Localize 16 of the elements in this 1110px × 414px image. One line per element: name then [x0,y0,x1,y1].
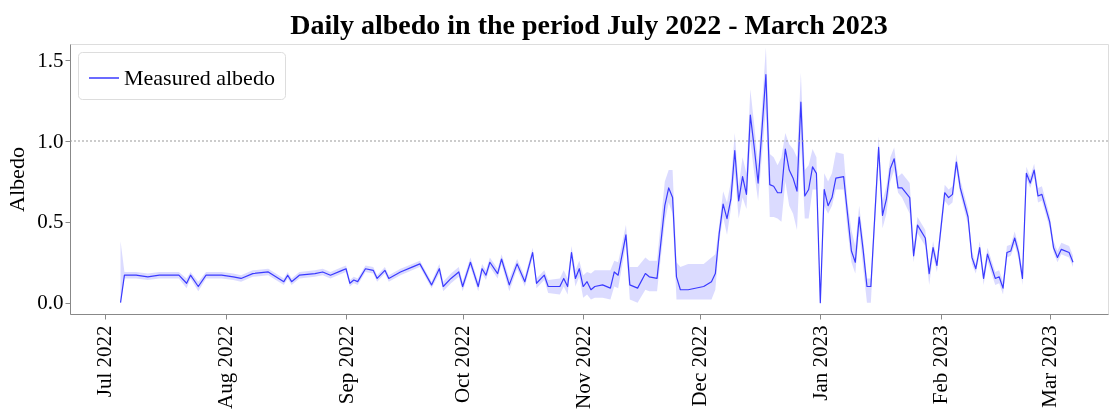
x-tick-label: Nov 2022 [570,325,595,409]
x-tick-label: Jul 2022 [92,325,117,398]
y-tick-label: 0.0 [37,290,64,315]
x-tick-label: Jan 2023 [807,325,832,401]
y-axis-title: Albedo [4,147,30,212]
y-tick-label: 0.5 [37,209,64,234]
x-tick-label: Sep 2022 [333,325,358,405]
x-tick-label: Dec 2022 [687,325,712,407]
chart-title: Daily albedo in the period July 2022 - March 2023 [290,9,888,40]
y-tick-label: 1.0 [37,128,64,153]
x-tick-label: Oct 2022 [450,325,475,404]
legend-label: Measured albedo [124,65,275,90]
x-tick-label: Feb 2023 [928,325,953,405]
y-tick-label: 1.5 [37,47,64,72]
x-tick-label: Mar 2023 [1037,325,1062,408]
x-tick-label: Aug 2022 [213,325,238,409]
